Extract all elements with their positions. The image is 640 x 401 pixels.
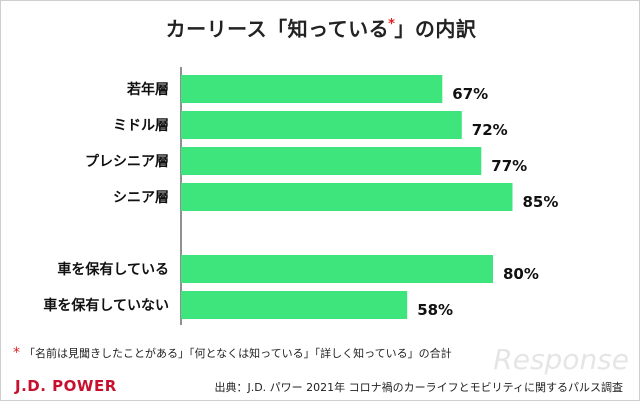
footnote-text: 「名前は見聞きしたことがある」「何となくは知っている」「詳しく知っている」の合計 — [24, 347, 452, 360]
value-label: 77% — [491, 157, 527, 175]
footnote-asterisk: * — [13, 345, 20, 361]
bar — [181, 75, 443, 103]
value-label: 58% — [417, 301, 453, 319]
bar-chart: 若年層 67% ミドル層 72% プレシニア層 77% シニア層 85% 車を保有している 80%… — [43, 67, 558, 325]
value-label: 85% — [523, 193, 559, 211]
category-label: ミドル層 — [113, 118, 169, 134]
value-label: 67% — [452, 85, 488, 103]
chart-marks: 若年層 67% ミドル層 72% プレシニア層 77% シニア層 85% 車を保有している 80%… — [43, 67, 558, 325]
footnote: * 「名前は見聞きしたことがある」「何となくは知っている」「詳しく知っている」の合… — [13, 345, 452, 361]
chart-title-end: 」の内訳 — [394, 17, 477, 41]
category-label: プレシニア層 — [85, 154, 169, 170]
bar — [181, 255, 493, 283]
category-label: 車を保有している — [57, 261, 169, 278]
response-watermark: Response — [493, 343, 629, 376]
value-label: 72% — [472, 121, 508, 139]
jd-power-logo: J.D. POWER — [15, 377, 117, 395]
bar — [181, 111, 462, 139]
bar — [181, 147, 482, 175]
category-label: 若年層 — [126, 81, 169, 98]
bar — [181, 183, 513, 211]
source-note: 出典：J.D. パワー 2021年 コロナ禍のカーライフとモビリティに関するパル… — [214, 381, 623, 394]
title-asterisk: * — [388, 17, 396, 33]
value-label: 80% — [503, 265, 539, 283]
category-label: シニア層 — [113, 190, 169, 206]
category-label: 車を保有していない — [43, 297, 169, 314]
chart-title: カーリース「知っている*」の内訳 — [1, 13, 640, 42]
chart-title-main: カーリース「知っている — [165, 17, 390, 41]
bar — [181, 291, 408, 319]
